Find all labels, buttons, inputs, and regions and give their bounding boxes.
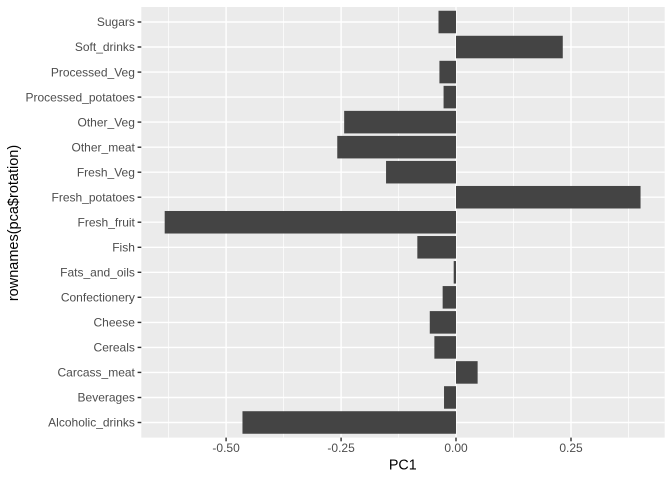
svg-text:PC1: PC1 bbox=[389, 458, 417, 474]
svg-text:Processed_potatoes: Processed_potatoes bbox=[25, 90, 134, 104]
svg-text:Cheese: Cheese bbox=[94, 316, 136, 330]
svg-text:Carcass_meat: Carcass_meat bbox=[58, 366, 136, 380]
svg-text:Confectionery: Confectionery bbox=[61, 291, 135, 305]
svg-text:0.00: 0.00 bbox=[444, 441, 468, 455]
svg-text:Fresh_Veg: Fresh_Veg bbox=[77, 165, 135, 179]
svg-text:Fats_and_oils: Fats_and_oils bbox=[60, 266, 135, 280]
svg-text:Other_Veg: Other_Veg bbox=[78, 115, 135, 129]
svg-text:Fish: Fish bbox=[112, 241, 135, 255]
svg-text:0.25: 0.25 bbox=[559, 441, 583, 455]
svg-text:Beverages: Beverages bbox=[78, 391, 135, 405]
svg-text:-0.50: -0.50 bbox=[212, 441, 240, 455]
svg-text:Fresh_fruit: Fresh_fruit bbox=[78, 215, 136, 229]
svg-text:Other_meat: Other_meat bbox=[72, 140, 136, 154]
svg-text:Alcoholic_drinks: Alcoholic_drinks bbox=[48, 416, 135, 430]
svg-text:rownames(pca$rotation): rownames(pca$rotation) bbox=[6, 145, 22, 301]
svg-text:Processed_Veg: Processed_Veg bbox=[51, 65, 135, 79]
svg-text:Fresh_potatoes: Fresh_potatoes bbox=[52, 190, 135, 204]
svg-text:Cereals: Cereals bbox=[94, 341, 135, 355]
svg-text:Sugars: Sugars bbox=[97, 15, 135, 29]
svg-text:-0.25: -0.25 bbox=[327, 441, 355, 455]
svg-text:Soft_drinks: Soft_drinks bbox=[75, 40, 135, 54]
